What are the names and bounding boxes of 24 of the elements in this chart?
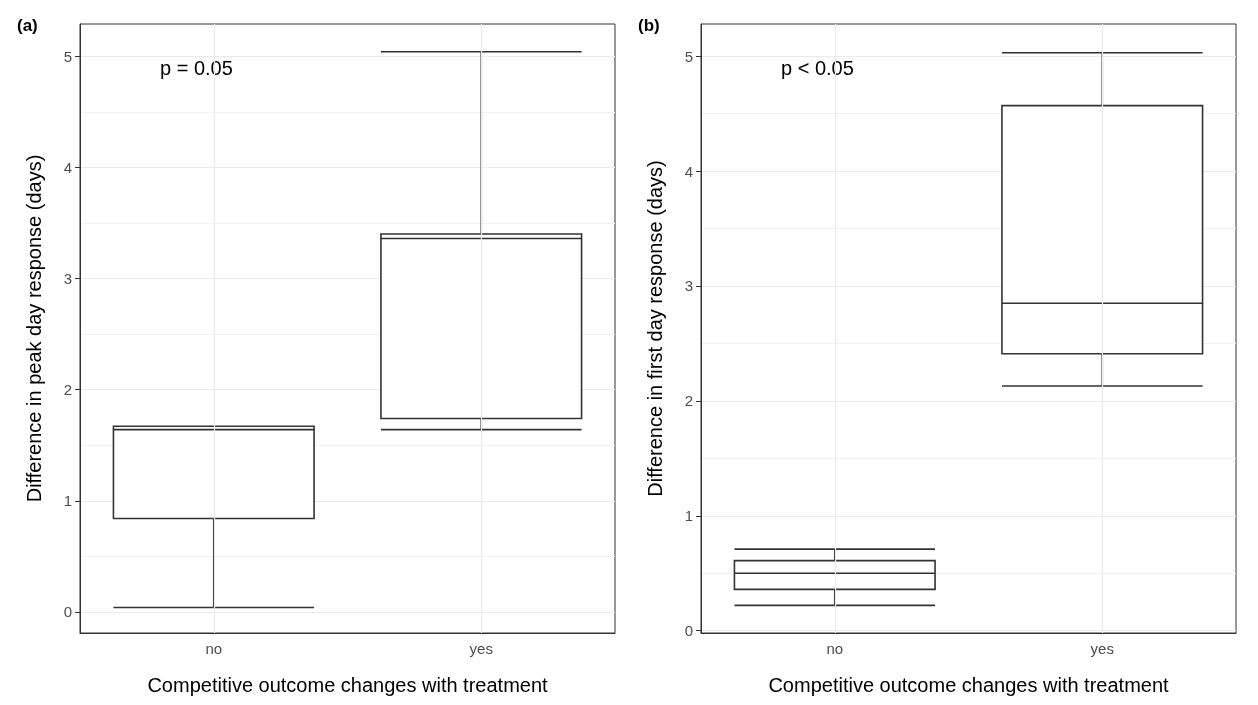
- x-tick-label: no: [826, 640, 844, 657]
- chart-title: (b): [638, 16, 660, 35]
- y-tick-label: 4: [684, 162, 693, 180]
- annotation: p = 0.05: [160, 57, 233, 79]
- chart-title: (a): [17, 16, 38, 35]
- x-tick-label: no: [205, 640, 223, 657]
- x-tick-label: yes: [469, 640, 493, 657]
- annotation: p < 0.05: [781, 57, 854, 79]
- y-tick-label: 0: [684, 622, 693, 640]
- y-tick-label: 3: [63, 269, 72, 287]
- y-tick-label: 5: [63, 47, 72, 65]
- y-tick-label: 0: [63, 603, 72, 621]
- x-axis-title: Competitive outcome changes with treatment: [768, 674, 1170, 696]
- y-axis-title: Difference in first day response (days): [644, 160, 666, 497]
- y-tick-label: 3: [684, 277, 693, 295]
- y-tick-label: 4: [63, 158, 72, 176]
- y-tick-label: 1: [684, 507, 693, 525]
- x-tick-label: yes: [1090, 640, 1114, 657]
- x-axis-title: Competitive outcome changes with treatment: [147, 674, 549, 696]
- y-tick-label: 2: [63, 381, 72, 399]
- y-tick-label: 5: [684, 47, 693, 65]
- y-axis-title: Difference in peak day response (days): [23, 154, 45, 503]
- y-tick-label: 2: [684, 392, 693, 410]
- y-tick-label: 1: [63, 492, 72, 510]
